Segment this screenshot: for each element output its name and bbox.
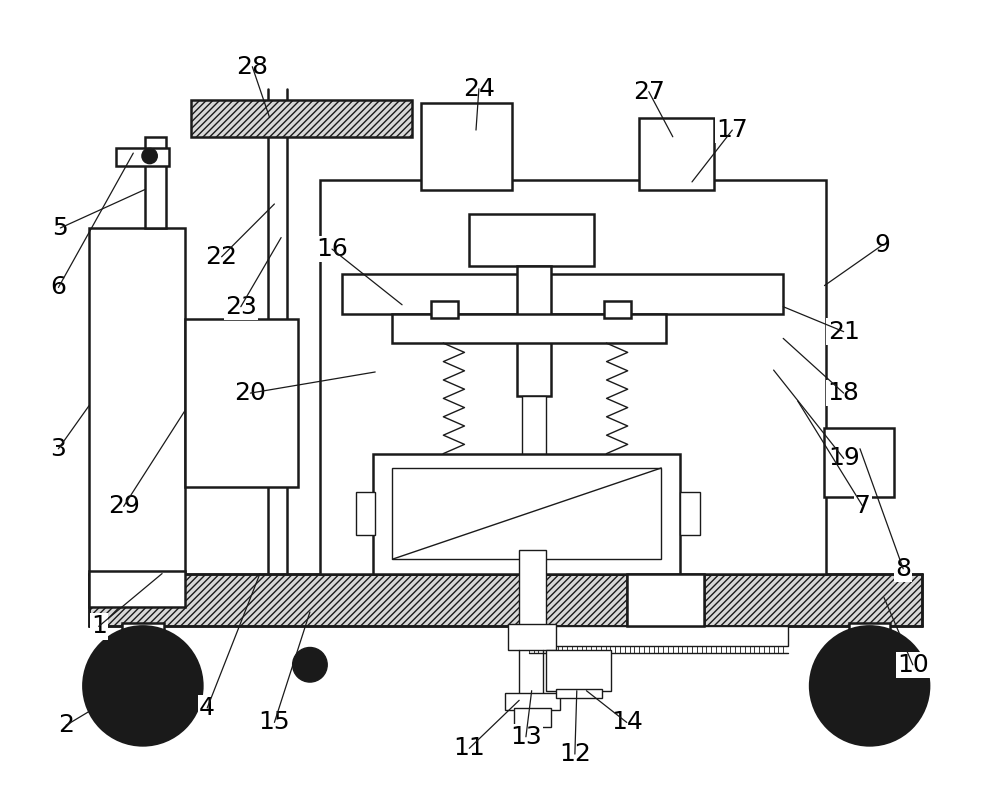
Bar (508, 623, 556, 650)
Bar (704, 573, 922, 626)
Text: 23: 23 (225, 295, 257, 319)
Text: 21: 21 (828, 320, 860, 343)
Text: 18: 18 (828, 381, 860, 405)
Text: 4: 4 (199, 696, 215, 720)
Text: 2: 2 (58, 713, 74, 737)
Bar (517, 267, 551, 396)
Text: 15: 15 (259, 710, 290, 734)
Bar (356, 492, 375, 536)
Circle shape (135, 678, 151, 694)
Circle shape (83, 626, 202, 745)
Circle shape (810, 626, 929, 745)
Bar (89, 228, 185, 573)
Text: 19: 19 (828, 446, 860, 471)
Bar (604, 301, 631, 318)
Text: 24: 24 (463, 77, 495, 100)
Bar (680, 492, 700, 536)
Bar (546, 650, 611, 691)
Bar (431, 301, 458, 318)
Text: 5: 5 (52, 216, 68, 240)
Bar (639, 118, 714, 190)
Circle shape (862, 678, 877, 694)
Bar (469, 214, 594, 267)
Bar (191, 100, 412, 137)
Text: 27: 27 (633, 80, 665, 104)
Bar (556, 689, 602, 698)
Bar (849, 623, 890, 639)
Text: 17: 17 (716, 118, 748, 142)
Bar (342, 274, 783, 314)
Text: 22: 22 (206, 244, 238, 269)
Text: 1: 1 (91, 615, 107, 638)
Circle shape (122, 664, 164, 707)
Text: 13: 13 (510, 725, 542, 749)
Text: 10: 10 (897, 653, 929, 677)
Text: 14: 14 (611, 710, 643, 734)
Bar (116, 148, 169, 165)
Text: 16: 16 (316, 237, 348, 261)
Bar (392, 314, 666, 343)
Bar (373, 453, 680, 573)
Bar (519, 550, 546, 626)
Bar (522, 396, 546, 458)
Text: 8: 8 (895, 557, 911, 581)
Bar (421, 103, 512, 190)
Bar (529, 626, 788, 645)
Text: 29: 29 (108, 494, 140, 518)
Circle shape (142, 148, 157, 164)
Bar (505, 693, 560, 710)
Bar (89, 570, 185, 607)
Circle shape (293, 648, 327, 682)
Text: 6: 6 (50, 275, 66, 300)
Bar (627, 573, 704, 626)
Bar (824, 428, 894, 497)
Text: 11: 11 (453, 736, 485, 760)
Circle shape (848, 664, 891, 707)
Bar (185, 320, 298, 487)
Bar (392, 468, 661, 559)
Text: 12: 12 (559, 742, 591, 766)
Text: 7: 7 (855, 494, 871, 518)
Bar (145, 137, 166, 228)
Text: 3: 3 (50, 437, 66, 461)
Text: 20: 20 (234, 381, 266, 405)
Bar (89, 573, 627, 626)
Circle shape (304, 659, 316, 671)
Text: 9: 9 (874, 233, 890, 257)
Bar (514, 708, 551, 727)
Bar (122, 623, 164, 639)
Bar (320, 180, 826, 573)
Text: 28: 28 (236, 55, 268, 78)
